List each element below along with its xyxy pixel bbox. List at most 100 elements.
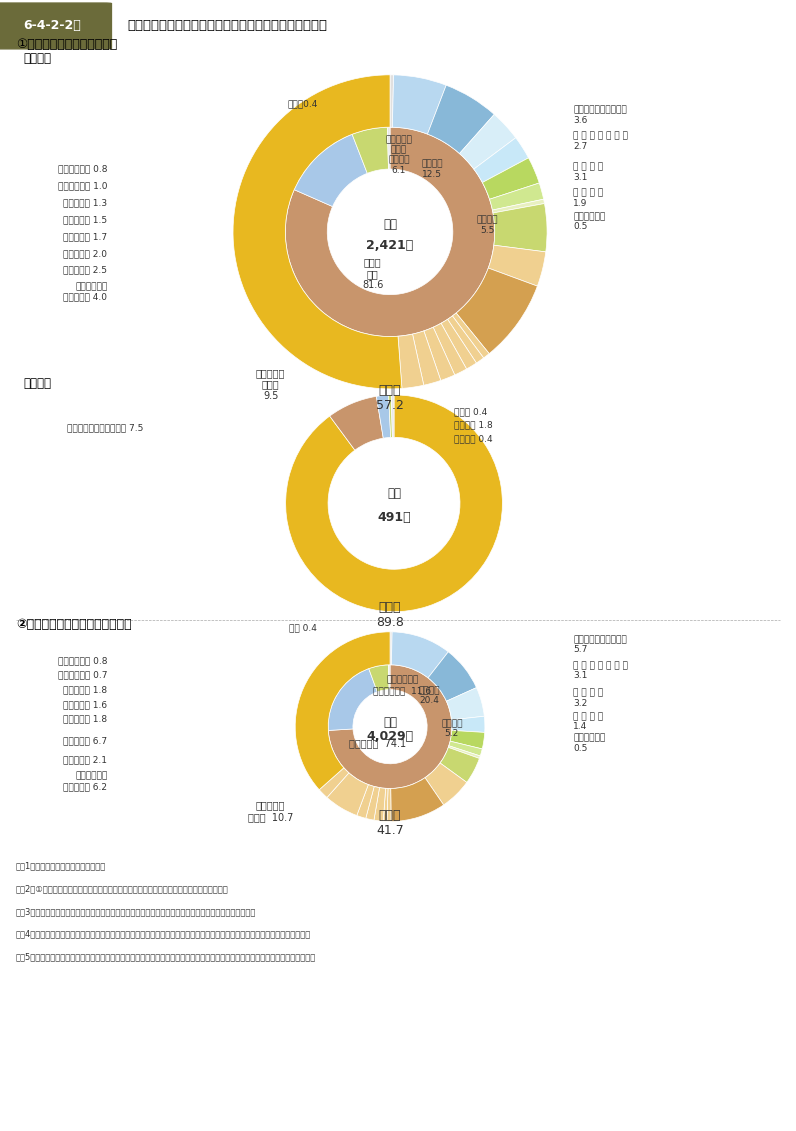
Wedge shape <box>388 395 392 438</box>
Wedge shape <box>447 316 484 363</box>
Text: 侵入窃盗
20.4: 侵入窃盗 20.4 <box>419 687 440 706</box>
Text: 置　引　き 2.1: 置 引 き 2.1 <box>64 756 107 765</box>
Text: ア　総数: ア 総数 <box>24 52 52 66</box>
Wedge shape <box>233 75 402 389</box>
Text: 車上ねらい・
部品ねらい 4.0: 車上ねらい・ 部品ねらい 4.0 <box>64 282 107 302</box>
Text: 非侵入
窃盗
81.6: 非侵入 窃盗 81.6 <box>362 257 384 291</box>
Text: 不明 0.4: 不明 0.4 <box>288 623 317 632</box>
Wedge shape <box>328 665 452 788</box>
Text: 不明　0.4: 不明 0.4 <box>287 100 318 109</box>
Wedge shape <box>352 127 388 173</box>
Wedge shape <box>451 716 485 733</box>
Text: さい銭ねらい 0.7: さい銭ねらい 0.7 <box>58 671 107 680</box>
Wedge shape <box>449 741 482 756</box>
Text: ②　調査対象事件の手口別構成比: ② 調査対象事件の手口別構成比 <box>16 618 131 631</box>
Wedge shape <box>412 331 441 386</box>
Wedge shape <box>319 768 349 797</box>
Text: 仮睡者ねらい 0.8: 仮睡者ねらい 0.8 <box>58 656 107 665</box>
Text: 事務所荒し・出店荒し
3.6: 事務所荒し・出店荒し 3.6 <box>573 105 627 126</box>
Text: 2,421人: 2,421人 <box>366 240 414 252</box>
Text: 自 転 車 盗
1.4: 自 転 車 盗 1.4 <box>573 711 603 732</box>
Text: ひったくり 1.3: ひったくり 1.3 <box>64 198 107 207</box>
Text: 侵 入 窃 盗 そ の 他
2.7: 侵 入 窃 盗 そ の 他 2.7 <box>573 131 628 152</box>
Text: 乗り物盗
5.5: 乗り物盗 5.5 <box>477 215 498 234</box>
Text: 住宅を対象と
する侵入窃盗  11.6: 住宅を対象と する侵入窃盗 11.6 <box>373 675 431 696</box>
Wedge shape <box>482 158 539 199</box>
Wedge shape <box>388 127 390 169</box>
Text: 色情ねらい 1.8: 色情ねらい 1.8 <box>64 715 107 724</box>
Text: さい銭ねらい 1.0: さい銭ねらい 1.0 <box>58 181 107 190</box>
Wedge shape <box>357 785 374 819</box>
Text: 万引き
41.7: 万引き 41.7 <box>377 810 404 837</box>
Wedge shape <box>433 323 466 374</box>
Wedge shape <box>392 632 448 677</box>
Wedge shape <box>365 786 380 820</box>
Text: ひったくり 1.8: ひったくり 1.8 <box>64 685 107 694</box>
Text: 仮睡者ねらい 0.8: 仮睡者ねらい 0.8 <box>58 164 107 173</box>
Text: 置　引　き 2.5: 置 引 き 2.5 <box>64 266 107 275</box>
Text: 侵入窃盗 1.8: 侵入窃盗 1.8 <box>454 421 493 430</box>
Wedge shape <box>391 778 443 821</box>
Wedge shape <box>330 396 384 450</box>
Text: 自 転 車 盗
1.9: 自 転 車 盗 1.9 <box>573 188 603 208</box>
Text: 非侵入窃盗  74.1: 非侵入窃盗 74.1 <box>349 739 406 749</box>
Text: 払　出　盗 6.7: 払 出 盗 6.7 <box>64 736 107 745</box>
Text: 総数: 総数 <box>383 218 397 232</box>
Wedge shape <box>490 183 544 210</box>
Text: 乗り物盗 0.4: 乗り物盗 0.4 <box>454 434 493 443</box>
Text: 自 動 車 盗
3.1: 自 動 車 盗 3.1 <box>573 162 603 182</box>
Text: 5　「不明」は，調査対象事件のうち，裁判書等の資料のみでは犯行の手口を具体的に特定することができなかったものをいう。: 5 「不明」は，調査対象事件のうち，裁判書等の資料のみでは犯行の手口を具体的に特… <box>16 952 316 961</box>
Wedge shape <box>423 327 455 380</box>
Wedge shape <box>327 772 369 815</box>
Wedge shape <box>392 75 447 135</box>
Text: 2　①において，手口の異なる複数の窃盗事件がある場合には主たる犯行の手口による。: 2 ①において，手口の異なる複数の窃盗事件がある場合には主たる犯行の手口による。 <box>16 884 228 893</box>
Wedge shape <box>456 268 537 354</box>
Wedge shape <box>374 787 385 821</box>
Text: 侵 入 窃 盗 そ の 他
3.1: 侵 入 窃 盗 そ の 他 3.1 <box>573 661 628 681</box>
Text: 6-4-2-2図: 6-4-2-2図 <box>23 19 80 32</box>
Text: 4　「非侵入窃盗その他」は，すり，工事場ねらい，同居ねらい，訪問盗，自動販売機ねらい，その他の非侵入窃盗等をいう。: 4 「非侵入窃盗その他」は，すり，工事場ねらい，同居ねらい，訪問盗，自動販売機ね… <box>16 930 311 939</box>
Wedge shape <box>451 731 485 749</box>
Wedge shape <box>488 245 546 286</box>
Text: 3　「侵入窃盗その他」は，倉庫荒し，金庫破り，学校荒し，工場荒し，その他の侵入窃盗等をいう。: 3 「侵入窃盗その他」は，倉庫荒し，金庫破り，学校荒し，工場荒し，その他の侵入窃… <box>16 907 256 916</box>
Wedge shape <box>493 199 544 213</box>
Text: 色情ねらい 1.7: 色情ねらい 1.7 <box>64 232 107 241</box>
Text: 乗り物盗
5.2: 乗り物盗 5.2 <box>441 719 462 739</box>
Wedge shape <box>427 85 494 154</box>
Text: ①　全対象者の手口別構成比: ① 全対象者の手口別構成比 <box>16 37 117 51</box>
Wedge shape <box>390 632 392 665</box>
Text: 職場ねらい 1.5: 職場ねらい 1.5 <box>64 215 107 224</box>
Text: 女子: 女子 <box>387 487 401 500</box>
Text: イ　女子: イ 女子 <box>24 377 52 390</box>
Wedge shape <box>295 632 390 789</box>
Text: 万引き
89.8: 万引き 89.8 <box>376 602 404 629</box>
Wedge shape <box>448 745 480 759</box>
Text: オートバイ盗
0.5: オートバイ盗 0.5 <box>573 733 606 753</box>
Wedge shape <box>295 135 367 207</box>
Text: 不　明 0.4: 不 明 0.4 <box>454 407 487 416</box>
Text: 事務所荒し・出店荒し
5.7: 事務所荒し・出店荒し 5.7 <box>573 634 627 655</box>
Text: 職場ねらい 1.6: 職場ねらい 1.6 <box>64 700 107 709</box>
Text: 注　1　法務総合研究所の調査による。: 注 1 法務総合研究所の調査による。 <box>16 862 106 871</box>
Wedge shape <box>377 395 391 438</box>
Wedge shape <box>388 665 390 690</box>
Text: 住宅を対象
とする
侵入窃盗
6.1: 住宅を対象 とする 侵入窃盗 6.1 <box>385 135 412 175</box>
Wedge shape <box>474 138 529 182</box>
Text: 自 動 車 盗
3.2: 自 動 車 盗 3.2 <box>573 688 603 708</box>
Wedge shape <box>425 763 466 805</box>
Text: 車上ねらい・
部品ねらい 6.2: 車上ねらい・ 部品ねらい 6.2 <box>64 771 107 792</box>
Wedge shape <box>459 114 516 170</box>
FancyBboxPatch shape <box>0 3 111 49</box>
Text: 払　出　盗 2.0: 払 出 盗 2.0 <box>64 249 107 258</box>
Text: 非侵入窃盗
その他  10.7: 非侵入窃盗 その他 10.7 <box>248 800 294 822</box>
Text: 4,029件: 4,029件 <box>366 731 414 743</box>
Wedge shape <box>447 688 484 719</box>
Wedge shape <box>441 319 476 369</box>
Wedge shape <box>286 395 502 612</box>
Wedge shape <box>398 334 423 388</box>
Text: オートバイ盗
0.5: オートバイ盗 0.5 <box>573 211 606 232</box>
Text: 侵入窃盗
12.5: 侵入窃盗 12.5 <box>421 159 443 179</box>
Wedge shape <box>285 127 495 337</box>
Wedge shape <box>428 651 477 701</box>
Wedge shape <box>392 395 394 438</box>
